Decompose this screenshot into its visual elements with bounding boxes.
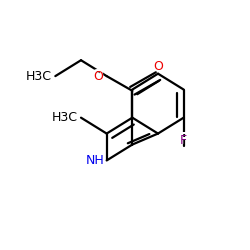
Text: NH: NH [79,153,104,168]
Text: NH: NH [86,154,104,167]
Text: O: O [90,68,103,84]
Text: H3C: H3C [26,70,52,82]
Text: F: F [178,132,189,148]
Text: H3C: H3C [43,110,77,125]
Text: F: F [180,134,187,147]
Text: H3C: H3C [17,68,52,84]
Text: O: O [153,60,163,73]
Text: O: O [152,58,164,73]
Text: H3C: H3C [51,111,77,124]
Text: O: O [93,70,103,82]
